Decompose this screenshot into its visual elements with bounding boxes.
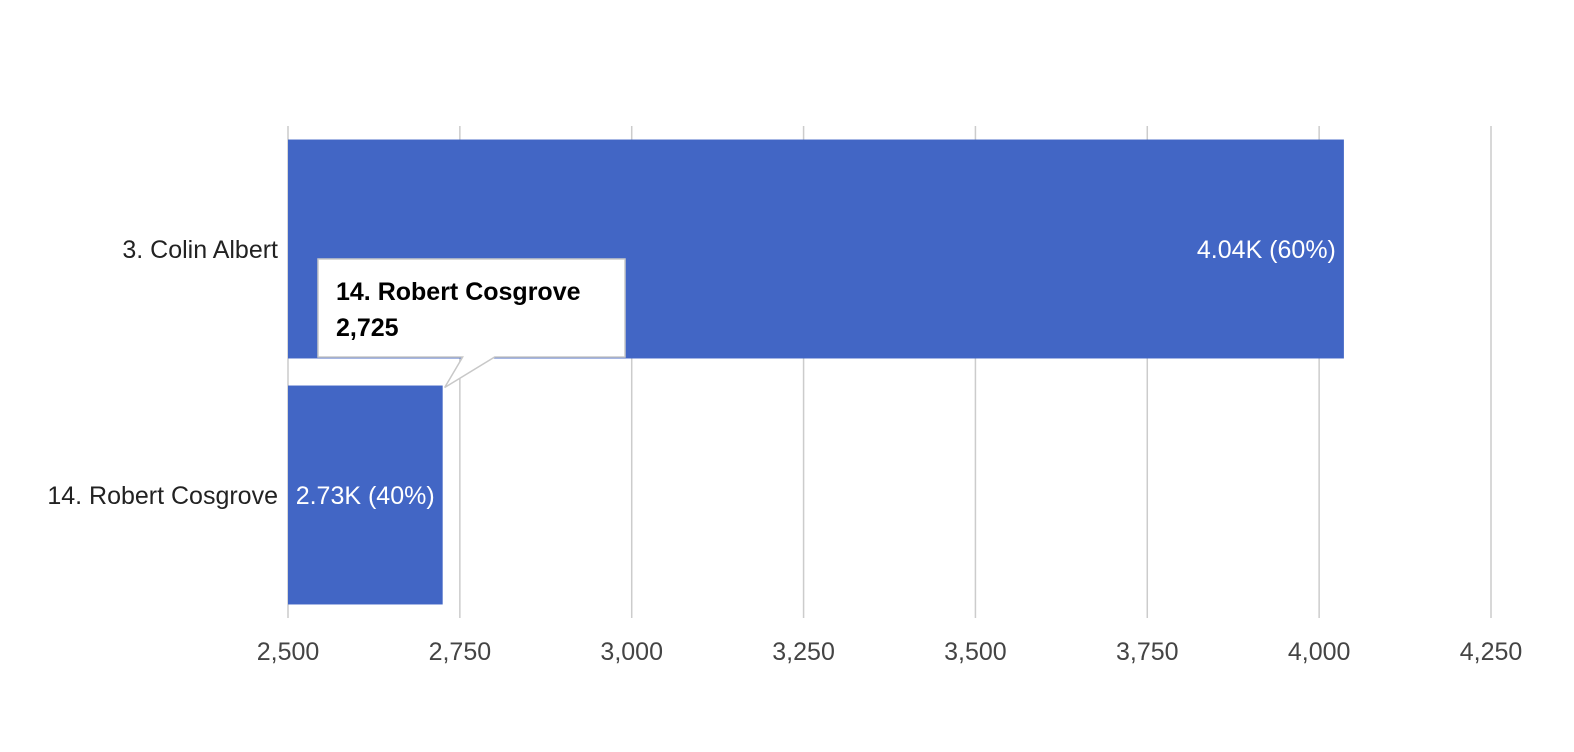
x-tick-label: 3,250 — [772, 638, 835, 666]
bar[interactable] — [288, 385, 443, 605]
data-label: 4.04K (60%) — [1197, 236, 1336, 264]
tooltip-box — [317, 258, 626, 389]
tooltip: 14. Robert Cosgrove 2,725 — [317, 258, 626, 389]
labels: 2,500 2,750 3,000 3,250 3,500 3,750 4,000 4,250… — [47, 236, 1522, 666]
x-tick-label: 3,000 — [600, 638, 663, 666]
data-label: 2.73K (40%) — [296, 482, 435, 510]
x-tick-label: 2,500 — [257, 638, 320, 666]
x-tick-label: 3,750 — [1116, 638, 1179, 666]
bars — [288, 139, 1344, 605]
tooltip-title: 14. Robert Cosgrove — [336, 278, 581, 306]
category-label: 3. Colin Albert — [122, 236, 278, 264]
x-tick-label: 2,750 — [429, 638, 492, 666]
category-label: 14. Robert Cosgrove — [47, 482, 278, 510]
x-tick-label: 4,000 — [1288, 638, 1351, 666]
x-tick-label: 3,500 — [944, 638, 1007, 666]
x-tick-label: 4,250 — [1460, 638, 1523, 666]
tooltip-value: 2,725 — [336, 314, 399, 342]
